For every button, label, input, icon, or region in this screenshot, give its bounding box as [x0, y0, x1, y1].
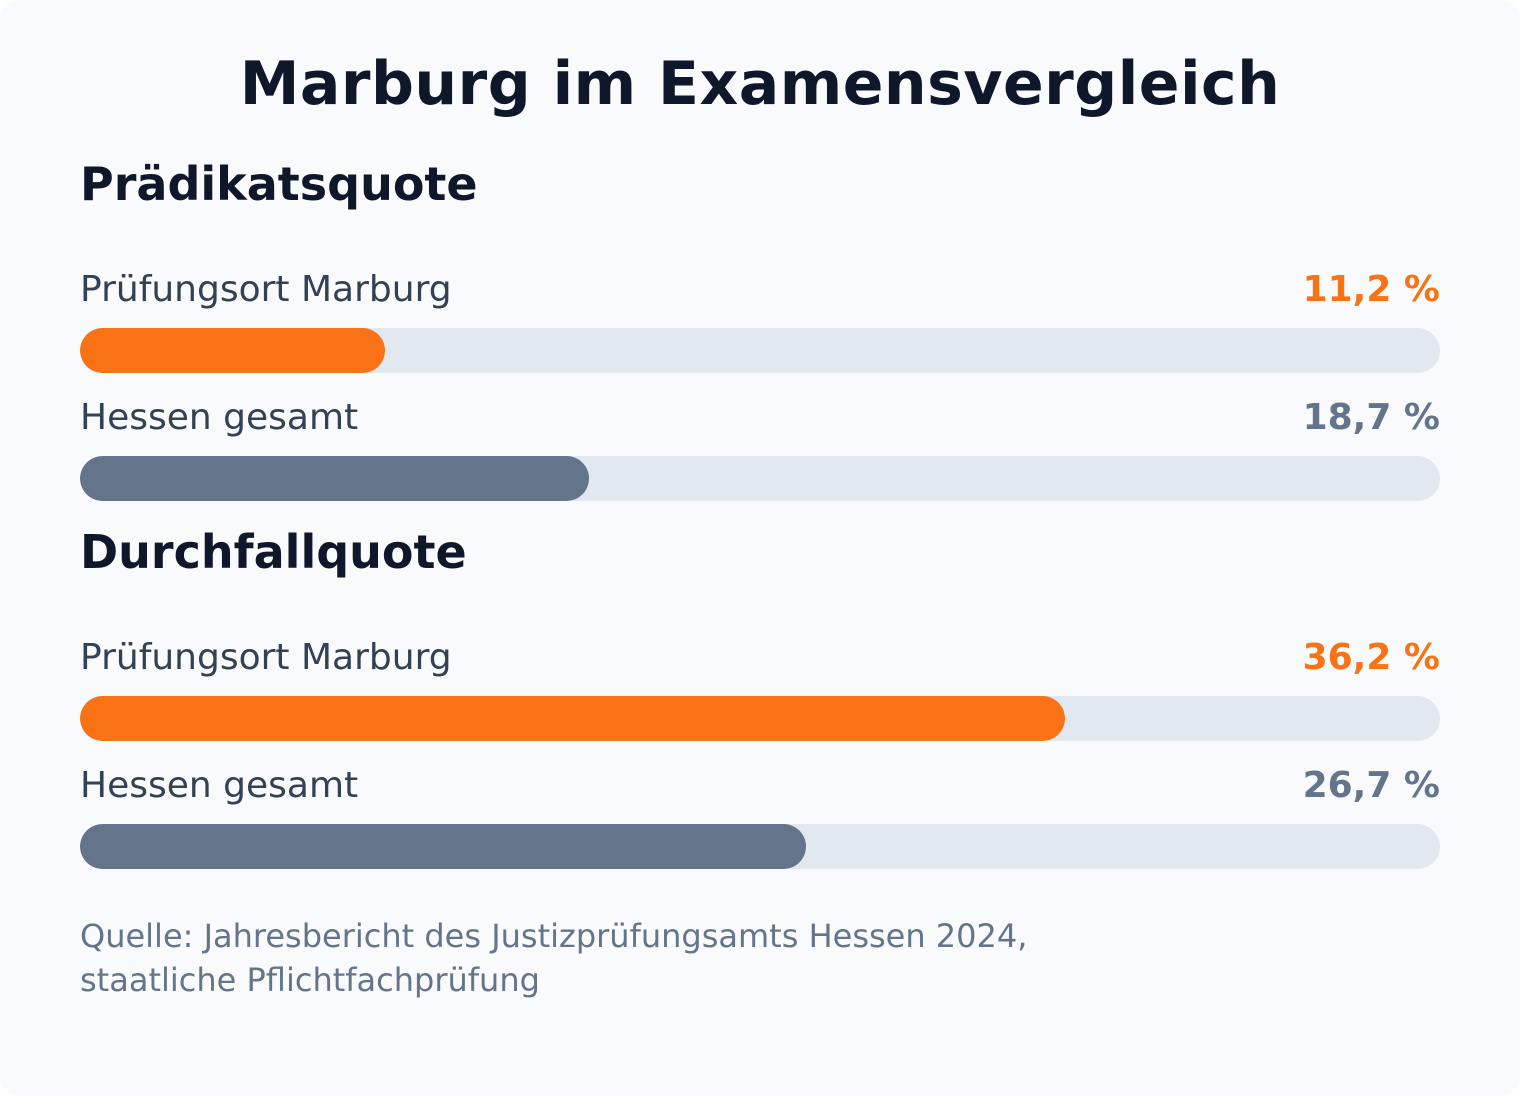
- bar-label: Prüfungsort Marburg: [80, 269, 452, 310]
- bar-track: [80, 696, 1440, 741]
- bar-value-label: 36,2 %: [1302, 637, 1440, 678]
- bar-track: [80, 824, 1440, 869]
- source-note: Quelle: Jahresbericht des Justizprüfungs…: [80, 914, 1280, 1002]
- bar-value-label: 26,7 %: [1302, 765, 1440, 806]
- bar-label: Prüfungsort Marburg: [80, 637, 452, 678]
- chart-title: Marburg im Examensvergleich: [239, 49, 1281, 119]
- source-line: Quelle: Jahresbericht des Justizprüfungs…: [80, 917, 1028, 955]
- bar-track: [80, 328, 1440, 373]
- bar-value-label: 11,2 %: [1302, 269, 1440, 310]
- bar-value-label: 18,7 %: [1302, 397, 1440, 438]
- bar-label: Hessen gesamt: [80, 765, 359, 806]
- bar-label: Hessen gesamt: [80, 397, 359, 438]
- bar-fill: [80, 824, 807, 869]
- bar-fill: [80, 696, 1065, 741]
- bar-fill: [80, 456, 589, 501]
- bar-fill: [80, 328, 385, 373]
- section-heading-praedikatsquote: Prädikatsquote: [80, 157, 478, 211]
- source-line: staatliche Pflichtfachprüfung: [80, 961, 540, 999]
- section-heading-durchfallquote: Durchfallquote: [80, 525, 467, 579]
- bar-track: [80, 456, 1440, 501]
